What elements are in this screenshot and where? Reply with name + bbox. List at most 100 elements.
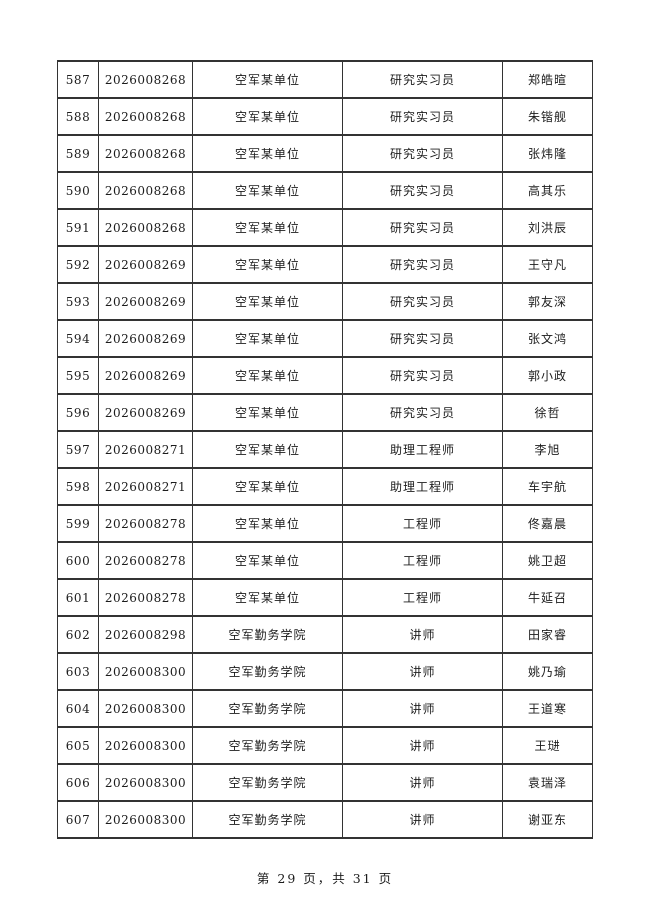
cell-code: 2026008271	[98, 430, 193, 469]
cell-code: 2026008278	[98, 578, 193, 617]
cell-name: 王琎	[502, 726, 593, 765]
roster-table: 587 2026008268 空军某单位 研究实习员 郑皓暄 588 2026008268 空…	[57, 60, 593, 839]
cell-seq: 588	[57, 97, 99, 136]
cell-unit: 空军某单位	[192, 356, 343, 395]
cell-unit: 空军勤务学院	[192, 689, 343, 728]
cell-position: 工程师	[342, 578, 503, 617]
cell-seq: 598	[57, 467, 99, 506]
cell-code: 2026008269	[98, 393, 193, 432]
table-row: 601 2026008278 空军某单位 工程师 牛延召	[57, 578, 593, 617]
cell-position: 研究实习员	[342, 393, 503, 432]
cell-name: 郭小政	[502, 356, 593, 395]
cell-position: 讲师	[342, 689, 503, 728]
cell-name: 郭友深	[502, 282, 593, 321]
cell-name: 李旭	[502, 430, 593, 469]
cell-unit: 空军勤务学院	[192, 763, 343, 802]
cell-position: 讲师	[342, 763, 503, 802]
table-row: 607 2026008300 空军勤务学院 讲师 谢亚东	[57, 800, 593, 839]
table-row: 595 2026008269 空军某单位 研究实习员 郭小政	[57, 356, 593, 395]
table-row: 596 2026008269 空军某单位 研究实习员 徐哲	[57, 393, 593, 432]
cell-code: 2026008278	[98, 541, 193, 580]
cell-seq: 601	[57, 578, 99, 617]
table-row: 599 2026008278 空军某单位 工程师 佟嘉晨	[57, 504, 593, 543]
table-row: 588 2026008268 空军某单位 研究实习员 朱锴舰	[57, 97, 593, 136]
cell-seq: 606	[57, 763, 99, 802]
cell-seq: 602	[57, 615, 99, 654]
cell-name: 刘洪辰	[502, 208, 593, 247]
cell-seq: 590	[57, 171, 99, 210]
cell-seq: 591	[57, 208, 99, 247]
cell-code: 2026008269	[98, 282, 193, 321]
cell-position: 研究实习员	[342, 134, 503, 173]
cell-unit: 空军某单位	[192, 319, 343, 358]
table-row: 590 2026008268 空军某单位 研究实习员 高其乐	[57, 171, 593, 210]
cell-code: 2026008268	[98, 97, 193, 136]
cell-code: 2026008298	[98, 615, 193, 654]
cell-position: 讲师	[342, 652, 503, 691]
cell-seq: 604	[57, 689, 99, 728]
cell-position: 研究实习员	[342, 60, 503, 99]
cell-name: 朱锴舰	[502, 97, 593, 136]
cell-name: 田家睿	[502, 615, 593, 654]
cell-name: 王守凡	[502, 245, 593, 284]
table-row: 606 2026008300 空军勤务学院 讲师 袁瑞泽	[57, 763, 593, 802]
cell-code: 2026008300	[98, 726, 193, 765]
cell-unit: 空军勤务学院	[192, 615, 343, 654]
cell-seq: 597	[57, 430, 99, 469]
cell-position: 研究实习员	[342, 171, 503, 210]
cell-unit: 空军某单位	[192, 504, 343, 543]
cell-name: 袁瑞泽	[502, 763, 593, 802]
page-footer: 第 29 页，共 31 页	[256, 871, 394, 886]
cell-unit: 空军某单位	[192, 282, 343, 321]
cell-name: 谢亚东	[502, 800, 593, 839]
cell-unit: 空军某单位	[192, 171, 343, 210]
cell-name: 高其乐	[502, 171, 593, 210]
cell-unit: 空军某单位	[192, 467, 343, 506]
cell-seq: 592	[57, 245, 99, 284]
cell-name: 王道寒	[502, 689, 593, 728]
cell-unit: 空军某单位	[192, 245, 343, 284]
table-row: 598 2026008271 空军某单位 助理工程师 车宇航	[57, 467, 593, 506]
cell-code: 2026008271	[98, 467, 193, 506]
table-row: 604 2026008300 空军勤务学院 讲师 王道寒	[57, 689, 593, 728]
cell-code: 2026008300	[98, 763, 193, 802]
cell-unit: 空军某单位	[192, 97, 343, 136]
table-row: 591 2026008268 空军某单位 研究实习员 刘洪辰	[57, 208, 593, 247]
cell-seq: 596	[57, 393, 99, 432]
cell-unit: 空军勤务学院	[192, 726, 343, 765]
cell-position: 研究实习员	[342, 97, 503, 136]
cell-name: 车宇航	[502, 467, 593, 506]
table-row: 594 2026008269 空军某单位 研究实习员 张文鸿	[57, 319, 593, 358]
cell-seq: 594	[57, 319, 99, 358]
cell-unit: 空军勤务学院	[192, 800, 343, 839]
cell-position: 讲师	[342, 726, 503, 765]
cell-unit: 空军某单位	[192, 134, 343, 173]
table-row: 597 2026008271 空军某单位 助理工程师 李旭	[57, 430, 593, 469]
cell-name: 佟嘉晨	[502, 504, 593, 543]
cell-code: 2026008278	[98, 504, 193, 543]
cell-position: 工程师	[342, 504, 503, 543]
cell-code: 2026008268	[98, 134, 193, 173]
cell-code: 2026008300	[98, 689, 193, 728]
cell-position: 研究实习员	[342, 245, 503, 284]
cell-position: 助理工程师	[342, 430, 503, 469]
cell-seq: 587	[57, 60, 99, 99]
cell-position: 讲师	[342, 800, 503, 839]
cell-code: 2026008269	[98, 356, 193, 395]
cell-name: 徐哲	[502, 393, 593, 432]
cell-unit: 空军某单位	[192, 578, 343, 617]
cell-unit: 空军某单位	[192, 541, 343, 580]
cell-unit: 空军某单位	[192, 60, 343, 99]
cell-code: 2026008300	[98, 652, 193, 691]
cell-unit: 空军某单位	[192, 393, 343, 432]
table-row: 603 2026008300 空军勤务学院 讲师 姚乃瑜	[57, 652, 593, 691]
table-row: 587 2026008268 空军某单位 研究实习员 郑皓暄	[57, 60, 593, 99]
cell-code: 2026008268	[98, 171, 193, 210]
cell-position: 研究实习员	[342, 282, 503, 321]
table-row: 602 2026008298 空军勤务学院 讲师 田家睿	[57, 615, 593, 654]
cell-name: 郑皓暄	[502, 60, 593, 99]
cell-code: 2026008268	[98, 208, 193, 247]
table-body: 587 2026008268 空军某单位 研究实习员 郑皓暄 588 2026008268 空…	[57, 60, 593, 839]
cell-name: 牛延召	[502, 578, 593, 617]
